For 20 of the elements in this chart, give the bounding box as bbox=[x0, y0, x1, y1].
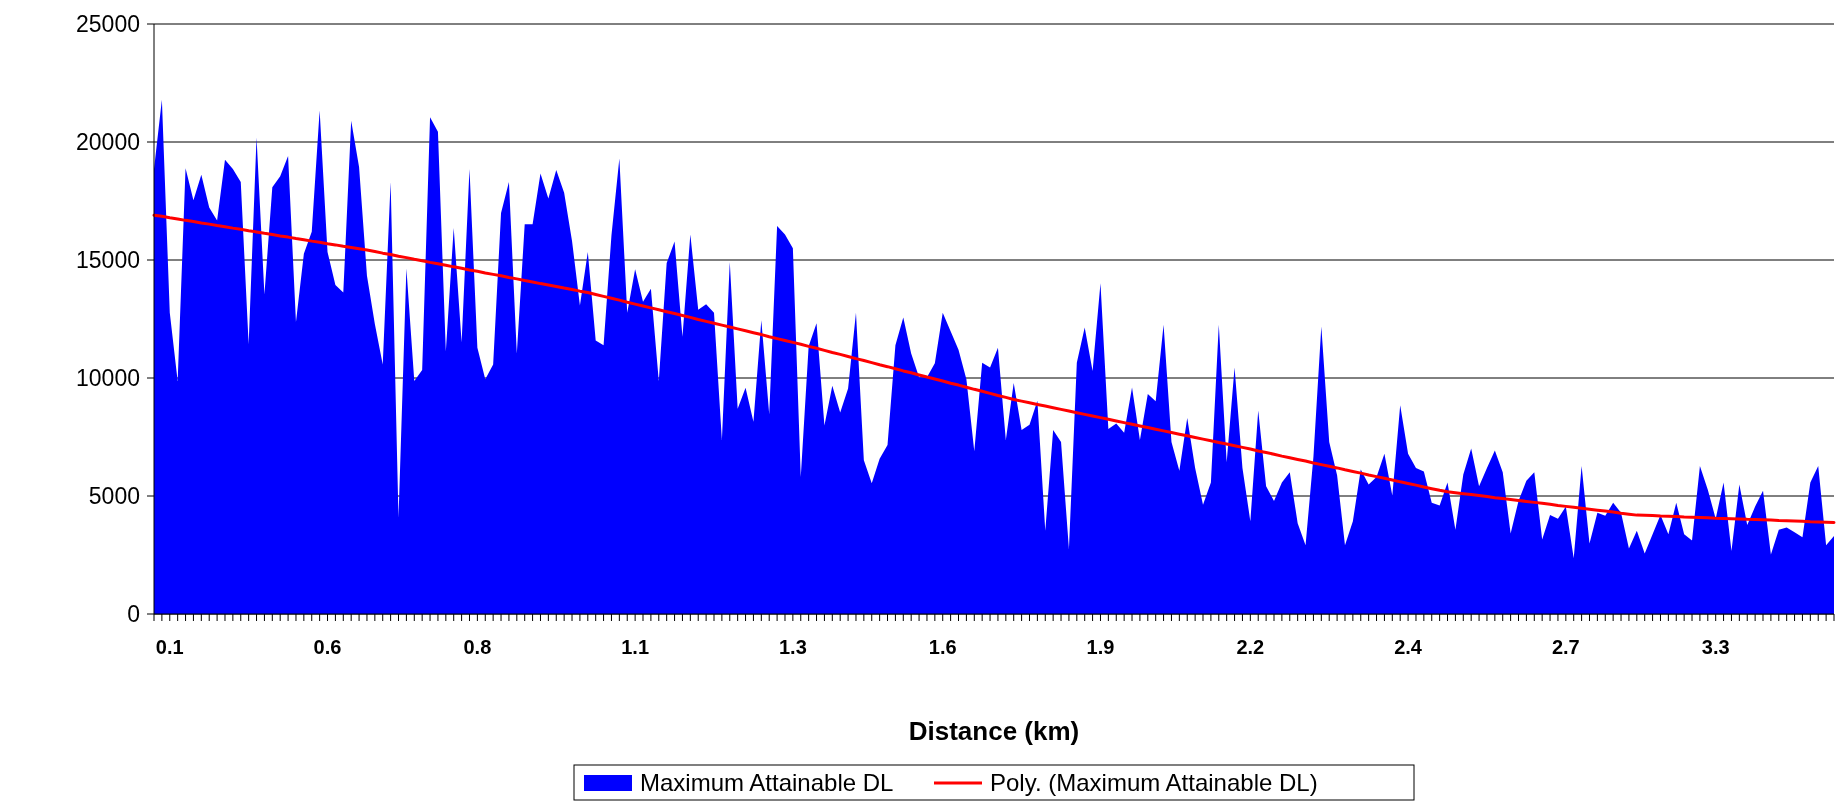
legend-label: Maximum Attainable DL bbox=[640, 769, 894, 797]
legend-label: Poly. (Maximum Attainable DL) bbox=[990, 769, 1318, 797]
x-tick-label: 1.1 bbox=[621, 636, 650, 658]
x-tick-label: 0.1 bbox=[155, 636, 184, 658]
y-tick-label: 10000 bbox=[76, 365, 140, 392]
x-axis-title: Distance (km) bbox=[908, 716, 1080, 746]
x-tick-label: 1.6 bbox=[928, 636, 957, 658]
y-tick-label: 0 bbox=[127, 601, 140, 628]
y-tick-label: 25000 bbox=[76, 11, 140, 38]
y-tick-label: 15000 bbox=[76, 247, 140, 274]
y-tick-label: 20000 bbox=[76, 129, 140, 156]
x-tick-label: 2.2 bbox=[1236, 636, 1265, 658]
x-tick-label: 0.8 bbox=[463, 636, 492, 658]
x-tick-label: 3.3 bbox=[1701, 636, 1730, 658]
x-tick-label: 1.3 bbox=[778, 636, 807, 658]
y-tick-label: 5000 bbox=[88, 483, 140, 510]
x-tick-label: 2.4 bbox=[1394, 636, 1423, 658]
x-tick-label: 2.7 bbox=[1551, 636, 1580, 658]
x-tick-label: 0.6 bbox=[313, 636, 342, 658]
x-tick-label: 1.9 bbox=[1086, 636, 1115, 658]
